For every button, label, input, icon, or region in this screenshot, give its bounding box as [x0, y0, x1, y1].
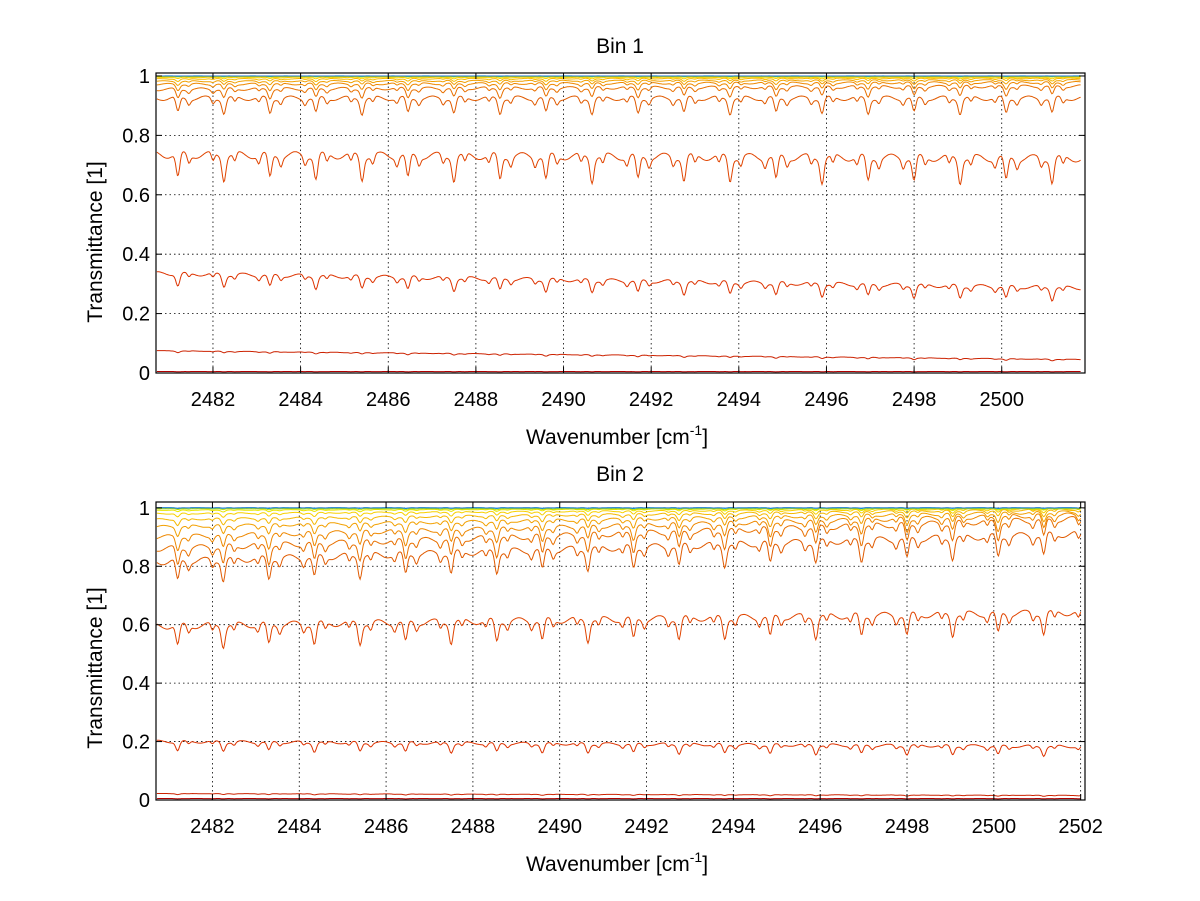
chart-title: Bin 1 [596, 35, 644, 58]
series-line [156, 151, 1081, 187]
chart-panel-bin-1: Bin 1 Transmittance [1] Wavenumber [cm-1… [84, 35, 1086, 449]
tick-marks: 2482 2484 2486 2488 2490 2492 2494 2496 2498 2500… [122, 66, 1085, 411]
y-tick-label: 0 [139, 363, 150, 385]
y-tick-label: 0.8 [122, 125, 150, 147]
series-line [156, 510, 1082, 538]
y-tick-label: 0.6 [122, 185, 150, 207]
x-tick-label: 2496 [798, 816, 843, 838]
y-tick-label: 0.4 [122, 673, 150, 695]
y-tick-label: 0.8 [122, 556, 150, 578]
x-tick-label: 2492 [629, 389, 674, 411]
series-line [156, 508, 1082, 527]
series-line [156, 79, 1081, 86]
y-axis-label: Transmittance [1] [84, 161, 107, 322]
axes-box [155, 72, 1086, 374]
x-tick-label: 2494 [711, 816, 756, 838]
plot-lines [156, 75, 1081, 374]
series-line [156, 271, 1081, 302]
series-line [156, 350, 1081, 362]
y-tick-label: 0.2 [122, 732, 150, 754]
x-tick-label: 2500 [972, 816, 1017, 838]
x-tick-label: 2490 [541, 389, 586, 411]
x-tick-label: 2482 [190, 816, 235, 838]
series-line [156, 81, 1081, 92]
series-line [156, 512, 1082, 552]
x-tick-label: 2498 [885, 816, 930, 838]
x-axis-label: Wavenumber [cm-1] [526, 849, 708, 876]
x-tick-label: 2502 [1058, 816, 1103, 838]
series-line [156, 508, 1081, 518]
x-axis-label: Wavenumber [cm-1] [526, 422, 708, 449]
x-tick-label: 2488 [454, 389, 499, 411]
series-line [156, 531, 1082, 583]
chart-title: Bin 2 [596, 463, 644, 486]
series-line [156, 76, 1081, 80]
y-axis-label: Transmittance [1] [84, 587, 107, 748]
y-tick-label: 0.6 [122, 615, 150, 637]
y-tick-label: 1 [139, 66, 150, 88]
x-tick-label: 2484 [278, 389, 323, 411]
series-line [156, 515, 1082, 567]
series-line [156, 792, 1081, 797]
series-line [156, 84, 1081, 100]
series-line [156, 609, 1082, 650]
y-tick-label: 0 [139, 790, 150, 812]
x-tick-label: 2486 [366, 389, 411, 411]
y-tick-label: 0.4 [122, 244, 150, 266]
y-tick-label: 1 [139, 498, 150, 520]
x-tick-label: 2492 [624, 816, 669, 838]
x-tick-label: 2490 [537, 816, 582, 838]
y-tick-label: 0.2 [122, 304, 150, 326]
series-line [156, 739, 1082, 758]
chart-panel-bin-2: Bin 2 Transmittance [1] Wavenumber [cm-1… [84, 463, 1103, 876]
x-tick-label: 2488 [451, 816, 496, 838]
x-tick-label: 2484 [277, 816, 322, 838]
axes-box [155, 501, 1086, 801]
series-line [156, 508, 1081, 511]
x-tick-label: 2494 [717, 389, 762, 411]
x-tick-label: 2482 [191, 389, 236, 411]
x-tick-label: 2496 [804, 389, 849, 411]
series-line [156, 95, 1081, 117]
tick-marks: 2482 2484 2486 2488 2490 2492 2494 2496 2498 2500… [122, 498, 1103, 838]
series-line [156, 77, 1081, 83]
x-tick-label: 2498 [892, 389, 937, 411]
x-tick-label: 2500 [979, 389, 1024, 411]
x-tick-label: 2486 [364, 816, 409, 838]
